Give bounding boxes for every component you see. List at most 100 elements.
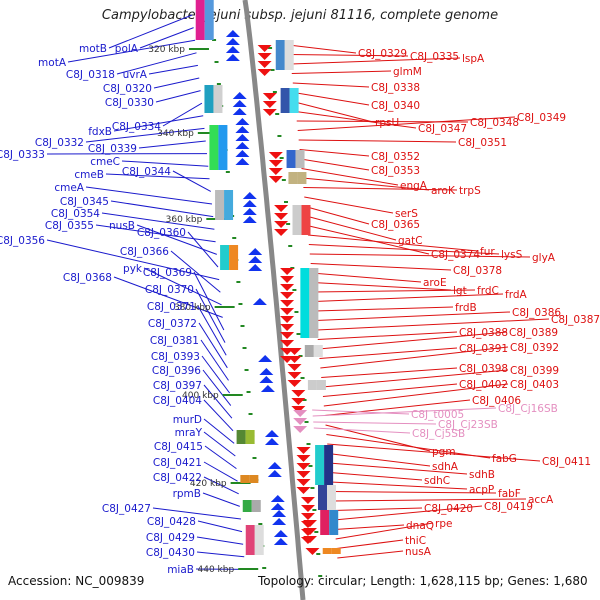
gene-label-right: nusA [405, 546, 432, 558]
label-connector [333, 505, 483, 521]
gene-feature-block [204, 85, 214, 113]
label-connector [330, 481, 468, 490]
label-connector [312, 282, 452, 291]
forward-strand-arrow [280, 276, 295, 283]
gene-feature-block [300, 268, 310, 338]
gene-label-right: C8J_0374 [431, 249, 480, 261]
reverse-strand-arrow [248, 264, 263, 271]
forward-strand-arrow [302, 536, 317, 543]
forward-strand-arrow [302, 528, 317, 535]
gene-feature-block [320, 510, 330, 535]
gene-label-right: glmM [393, 66, 422, 78]
label-connector [319, 347, 458, 359]
label-connector [310, 263, 452, 271]
reverse-strand-arrow [235, 150, 250, 157]
label-connector [305, 206, 370, 225]
reverse-strand-arrow [232, 108, 247, 115]
forward-strand-arrow [268, 152, 283, 159]
label-connector [324, 399, 471, 416]
label-connector [297, 116, 516, 131]
label-connector [294, 101, 374, 123]
forward-strand-arrow [280, 268, 295, 275]
label-connector [300, 158, 370, 171]
gene-feature-block [292, 205, 302, 235]
gene-label-right: accA [528, 494, 554, 506]
gene-label-right: lysS [501, 249, 523, 261]
gene-label-right: frdA [505, 289, 527, 301]
label-connector [289, 54, 409, 57]
gene-label-left: C8J_0422 [153, 472, 202, 484]
gene-label-right: engA [400, 180, 428, 192]
label-connector [304, 196, 394, 214]
gene-label-right: C8J_0338 [371, 82, 420, 94]
gene-feature-block [307, 380, 317, 390]
gene-feature-block [245, 430, 255, 444]
gene-label-right: C8J_0406 [472, 395, 521, 407]
gene-label-left: C8J_0366 [120, 246, 169, 258]
gene-label-right: rpe [435, 518, 452, 530]
label-connector [162, 102, 203, 127]
label-connector [203, 476, 239, 495]
gene-feature-block [331, 548, 341, 554]
gene-label-right: rpsU [375, 117, 399, 129]
label-connector [203, 461, 238, 482]
gene-label-left: C8J_0355 [45, 220, 94, 232]
label-connector [148, 64, 198, 75]
label-connector [307, 234, 479, 252]
forward-strand-arrow [268, 168, 283, 175]
label-connector [301, 168, 399, 186]
gene-feature-block [316, 380, 326, 390]
gene-label-left: C8J_0368 [63, 272, 112, 284]
label-connector [203, 399, 234, 432]
label-connector [337, 550, 404, 559]
gene-label-right: C8J_0411 [542, 456, 591, 468]
forward-strand-arrow [280, 316, 295, 323]
forward-strand-arrow [305, 548, 320, 555]
gene-feature-block [309, 268, 319, 338]
forward-strand-arrow [274, 213, 289, 220]
forward-strand-arrow [296, 479, 311, 486]
label-connector [113, 276, 223, 318]
label-connector [322, 369, 509, 388]
label-connector [201, 355, 231, 394]
label-connector [200, 339, 229, 381]
label-connector [196, 536, 244, 545]
label-connector [317, 331, 458, 340]
reverse-strand-arrow [273, 538, 288, 545]
label-connector [198, 322, 228, 369]
label-connector [302, 177, 430, 191]
label-connector [153, 77, 200, 89]
label-connector [138, 140, 206, 149]
label-connector [113, 115, 204, 132]
label-connector [202, 492, 240, 507]
forward-strand-arrow [274, 205, 289, 212]
gene-feature-block [249, 475, 259, 483]
reverse-strand-arrow [232, 100, 247, 107]
label-connector [203, 384, 233, 419]
gene-label-right: fabG [492, 453, 517, 465]
gene-label-right: lgt [453, 285, 467, 297]
rna-gene-label: C8J_Cj16SB [498, 403, 558, 415]
gene-label-left: C8J_0330 [105, 97, 154, 109]
forward-strand-arrow [293, 418, 308, 425]
forward-strand-arrow [296, 447, 311, 454]
reverse-strand-arrow [267, 462, 282, 469]
reverse-strand-arrow [248, 256, 263, 263]
label-connector [187, 231, 219, 268]
forward-strand-arrow [280, 340, 295, 347]
reverse-strand-arrow [225, 30, 240, 37]
gene-label-left: nusB [109, 220, 135, 232]
gene-label-left: C8J_0415 [154, 441, 203, 453]
gene-label-right: C8J_0365 [371, 219, 420, 231]
label-connector [314, 293, 504, 302]
forward-strand-arrow [262, 101, 277, 108]
gene-label-left: C8J_0372 [148, 318, 197, 330]
genome-backbone-arc [242, 0, 306, 600]
label-connector [101, 212, 215, 230]
forward-strand-arrow [257, 53, 272, 60]
label-connector [313, 427, 411, 434]
gene-label-right: C8J_0353 [371, 165, 420, 177]
gene-label-left: C8J_0332 [35, 137, 84, 149]
forward-strand-arrow [268, 160, 283, 167]
scale-label: 380 kbp [174, 303, 211, 313]
